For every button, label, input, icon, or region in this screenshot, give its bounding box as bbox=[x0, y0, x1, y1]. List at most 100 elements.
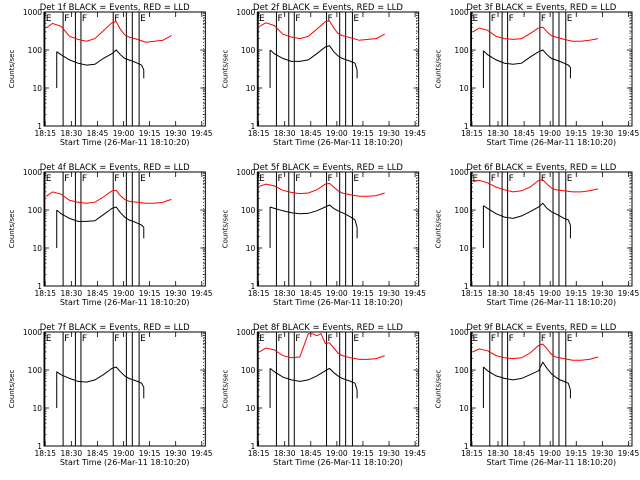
x-axis-label: Start Time (26-Mar-11 18:10:20) bbox=[60, 458, 190, 467]
y-tick-label: 100 bbox=[454, 206, 469, 215]
panel-title: Det 1f BLACK = Events, RED = LLD bbox=[40, 3, 190, 13]
x-tick-label: 19:30 bbox=[378, 289, 400, 298]
y-tick-label: 1000 bbox=[23, 328, 42, 337]
plot-frame bbox=[470, 11, 633, 127]
event-marker-label: E bbox=[46, 14, 52, 24]
x-tick-label: 18:30 bbox=[61, 289, 83, 298]
events-series-line bbox=[269, 367, 358, 391]
event-marker-label: F bbox=[64, 174, 69, 184]
event-marker-label: F bbox=[328, 174, 333, 184]
y-tick-label: 10 bbox=[459, 244, 469, 253]
y-tick-label: 10 bbox=[246, 84, 256, 93]
event-marker-label: F bbox=[541, 14, 546, 24]
panel-title: Det 2f BLACK = Events, RED = LLD bbox=[253, 3, 403, 13]
y-tick-label: 100 bbox=[241, 46, 256, 55]
x-tick-label: 19:15 bbox=[565, 449, 587, 458]
events-series-line bbox=[56, 206, 145, 228]
x-tick-label: 19:15 bbox=[352, 289, 374, 298]
y-tick-label: 1 bbox=[464, 442, 469, 451]
events-series-line bbox=[56, 366, 145, 388]
y-tick-label: 1 bbox=[251, 122, 256, 131]
lld-series-line bbox=[472, 343, 599, 361]
y-axis-label: Counts/sec bbox=[8, 50, 16, 89]
events-series-line bbox=[483, 361, 571, 391]
x-tick-label: 19:15 bbox=[352, 449, 374, 458]
plot-frame bbox=[256, 11, 420, 127]
event-marker-label: F bbox=[509, 14, 514, 24]
events-series-line bbox=[483, 49, 571, 68]
x-tick-label: 19:45 bbox=[191, 129, 213, 138]
x-tick-label: 18:15 bbox=[461, 289, 483, 298]
x-tick-label: 18:45 bbox=[300, 289, 322, 298]
y-axis-label: Counts/sec bbox=[435, 370, 443, 409]
x-tick-label: 19:15 bbox=[139, 129, 161, 138]
lld-series-line bbox=[472, 26, 599, 42]
x-tick-label: 18:45 bbox=[300, 129, 322, 138]
lld-series-line bbox=[472, 179, 599, 193]
x-tick-label: 18:15 bbox=[34, 129, 56, 138]
y-tick-label: 1000 bbox=[23, 8, 42, 17]
plot-frame bbox=[43, 171, 206, 287]
plot-frame bbox=[256, 331, 420, 447]
x-tick-label: 19:00 bbox=[113, 129, 135, 138]
y-tick-label: 1000 bbox=[23, 168, 42, 177]
plot-frame bbox=[470, 331, 633, 447]
x-tick-label: 19:00 bbox=[539, 449, 561, 458]
x-tick-label: 18:30 bbox=[61, 449, 83, 458]
x-tick-label: 19:30 bbox=[592, 129, 614, 138]
y-tick-label: 1 bbox=[251, 442, 256, 451]
y-axis-label: Counts/sec bbox=[221, 210, 229, 249]
x-tick-label: 19:30 bbox=[378, 129, 400, 138]
x-tick-label: 19:45 bbox=[191, 449, 213, 458]
x-tick-label: 18:45 bbox=[87, 289, 109, 298]
x-tick-label: 18:15 bbox=[248, 129, 270, 138]
event-marker-label: E bbox=[140, 334, 146, 344]
x-tick-label: 18:15 bbox=[248, 289, 270, 298]
detector-panel: Det 1f BLACK = Events, RED = LLD 1 10 100 10… bbox=[8, 3, 213, 147]
event-marker-label: F bbox=[509, 174, 514, 184]
x-tick-label: 19:30 bbox=[165, 289, 187, 298]
event-marker-label: E bbox=[140, 14, 146, 24]
x-tick-label: 19:15 bbox=[139, 449, 161, 458]
detector-panel: Det 4f BLACK = Events, RED = LLD 1 10 100 10… bbox=[8, 163, 213, 307]
lld-series-line bbox=[45, 189, 172, 204]
x-tick-label: 19:30 bbox=[592, 449, 614, 458]
x-tick-label: 19:30 bbox=[592, 289, 614, 298]
y-tick-label: 1 bbox=[37, 442, 42, 451]
y-tick-label: 100 bbox=[454, 366, 469, 375]
x-tick-label: 18:15 bbox=[248, 449, 270, 458]
event-marker-label: E bbox=[353, 174, 359, 184]
event-marker-label: E bbox=[473, 174, 479, 184]
y-tick-label: 1 bbox=[37, 282, 42, 291]
y-axis-label: Counts/sec bbox=[221, 50, 229, 89]
y-tick-label: 100 bbox=[241, 206, 256, 215]
x-axis-label: Start Time (26-Mar-11 18:10:20) bbox=[60, 138, 190, 147]
y-tick-label: 1000 bbox=[450, 328, 469, 337]
x-tick-label: 19:45 bbox=[404, 289, 426, 298]
x-tick-label: 18:45 bbox=[87, 129, 109, 138]
event-marker-label: F bbox=[82, 334, 87, 344]
x-tick-label: 18:30 bbox=[487, 289, 509, 298]
y-tick-label: 10 bbox=[32, 404, 42, 413]
x-tick-label: 18:45 bbox=[513, 129, 535, 138]
event-marker-label: F bbox=[295, 174, 300, 184]
panel-title: Det 7f BLACK = Events, RED = LLD bbox=[40, 323, 190, 333]
event-marker-label: E bbox=[473, 334, 479, 344]
lld-series-line bbox=[45, 21, 172, 43]
event-marker-label: F bbox=[64, 14, 69, 24]
event-marker-label: E bbox=[567, 174, 573, 184]
plot-frame bbox=[43, 11, 206, 127]
x-tick-label: 19:45 bbox=[404, 129, 426, 138]
x-tick-label: 19:00 bbox=[539, 129, 561, 138]
panel-title: Det 8f BLACK = Events, RED = LLD bbox=[253, 323, 403, 333]
event-marker-label: F bbox=[64, 334, 69, 344]
y-tick-label: 10 bbox=[246, 244, 256, 253]
x-tick-label: 19:00 bbox=[326, 289, 348, 298]
x-tick-label: 19:45 bbox=[618, 289, 640, 298]
event-marker-label: F bbox=[82, 14, 87, 24]
y-tick-label: 100 bbox=[28, 206, 43, 215]
x-tick-label: 19:30 bbox=[378, 449, 400, 458]
plot-frame bbox=[256, 171, 420, 287]
x-tick-label: 19:00 bbox=[326, 449, 348, 458]
panel-title: Det 3f BLACK = Events, RED = LLD bbox=[466, 3, 616, 13]
